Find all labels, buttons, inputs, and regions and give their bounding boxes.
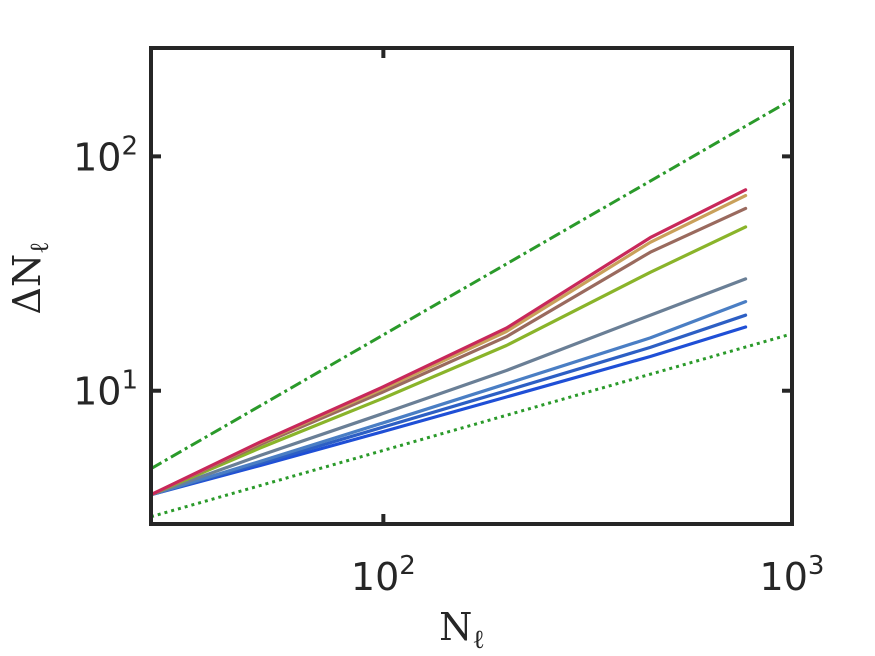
series-layer	[149, 98, 793, 519]
y-tick-label-2: 102	[73, 131, 138, 179]
reference-line-2	[150, 332, 793, 519]
series-line-4	[149, 277, 748, 497]
x-axis-label: Nℓ	[439, 605, 485, 655]
series-line-1	[149, 325, 748, 497]
y-tick-label-1: 101	[73, 366, 138, 414]
tick-layer: 102 103 101 102	[73, 48, 824, 599]
series-line-5	[149, 225, 748, 497]
y-axis-label: ΔNℓ	[5, 241, 55, 314]
series-line-3	[149, 300, 748, 497]
series-line-8	[149, 188, 748, 497]
x-tick-label-2: 103	[760, 551, 825, 599]
x-tick-label-1: 102	[351, 551, 416, 599]
axes-box	[149, 46, 794, 526]
reference-line-1	[150, 98, 793, 470]
